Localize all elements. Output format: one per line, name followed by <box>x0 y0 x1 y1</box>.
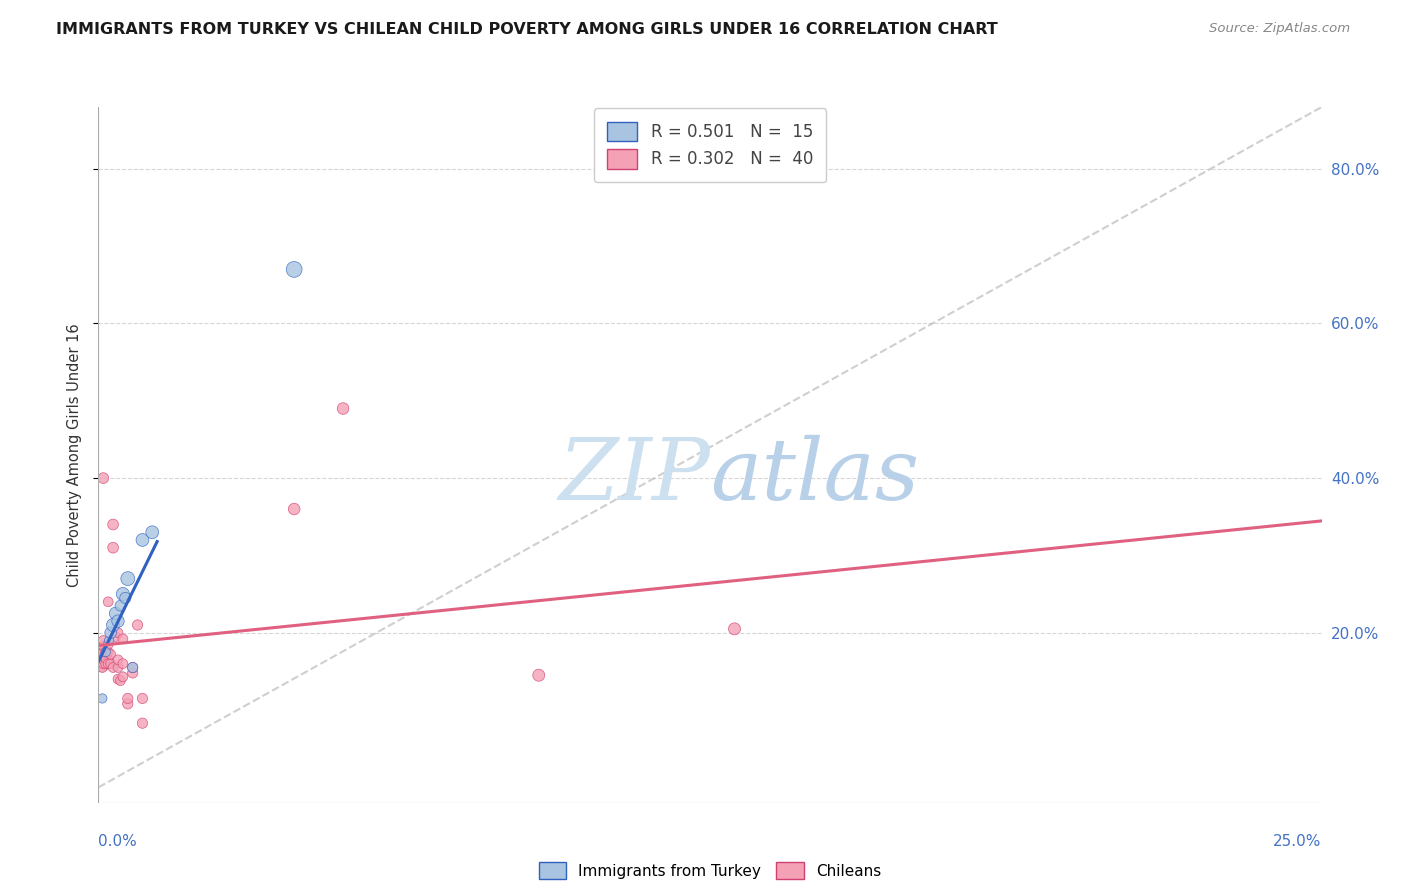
Point <box>100 625 122 640</box>
Point <box>121 660 143 674</box>
Point <box>98 633 121 648</box>
Text: 0.0%: 0.0% <box>98 834 138 849</box>
Point <box>283 262 305 277</box>
Point <box>117 697 139 711</box>
Point <box>94 645 117 659</box>
Point <box>110 599 132 613</box>
Point <box>101 660 124 674</box>
Point <box>107 625 129 640</box>
Point <box>141 525 163 540</box>
Point <box>114 591 136 605</box>
Text: ZIP: ZIP <box>558 434 710 517</box>
Point <box>131 533 153 547</box>
Point <box>111 632 134 646</box>
Point <box>117 691 139 706</box>
Point <box>91 633 114 648</box>
Point <box>97 657 120 671</box>
Legend: Immigrants from Turkey, Chileans: Immigrants from Turkey, Chileans <box>533 855 887 886</box>
Point <box>121 665 143 680</box>
Point <box>91 691 114 706</box>
Point <box>101 517 124 532</box>
Point <box>111 670 134 684</box>
Point <box>97 595 120 609</box>
Point <box>94 651 117 665</box>
Y-axis label: Child Poverty Among Girls Under 16: Child Poverty Among Girls Under 16 <box>67 323 83 587</box>
Point <box>91 660 114 674</box>
Point <box>91 639 114 653</box>
Point <box>110 673 132 688</box>
Point <box>117 572 139 586</box>
Point <box>527 668 550 682</box>
Point <box>97 637 120 651</box>
Point <box>91 648 114 663</box>
Point <box>91 657 114 671</box>
Text: Source: ZipAtlas.com: Source: ZipAtlas.com <box>1209 22 1350 36</box>
Point <box>107 672 129 686</box>
Point <box>121 660 143 674</box>
Point <box>107 653 129 667</box>
Point <box>131 716 153 731</box>
Point <box>100 657 122 671</box>
Point <box>97 645 120 659</box>
Point <box>101 541 124 555</box>
Point <box>127 618 149 632</box>
Point <box>100 648 122 662</box>
Point <box>283 502 305 516</box>
Point <box>101 618 124 632</box>
Point <box>90 653 112 667</box>
Point <box>111 657 134 671</box>
Point <box>111 587 134 601</box>
Point <box>723 622 745 636</box>
Point <box>94 645 117 659</box>
Point <box>91 471 114 485</box>
Text: 25.0%: 25.0% <box>1274 834 1322 849</box>
Point <box>107 660 129 674</box>
Point <box>131 691 153 706</box>
Text: atlas: atlas <box>710 434 920 517</box>
Point <box>91 645 114 659</box>
Point <box>104 630 127 644</box>
Point <box>332 401 354 416</box>
Point <box>107 614 129 628</box>
Point <box>94 657 117 671</box>
Point <box>104 607 127 621</box>
Text: IMMIGRANTS FROM TURKEY VS CHILEAN CHILD POVERTY AMONG GIRLS UNDER 16 CORRELATION: IMMIGRANTS FROM TURKEY VS CHILEAN CHILD … <box>56 22 998 37</box>
